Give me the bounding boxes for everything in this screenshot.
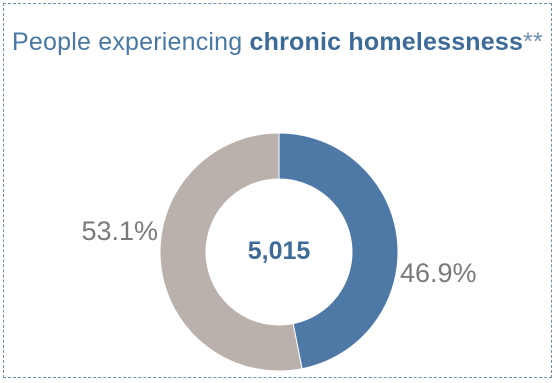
chart-title-prefix: People experiencing	[12, 28, 250, 56]
chart-card: People experiencing chronic homelessness…	[3, 3, 552, 378]
donut-slice-0	[278, 132, 399, 370]
chart-title-footnote-marker: **	[523, 28, 543, 56]
slice-label-0: 46.9%	[400, 258, 477, 288]
donut-center-value: 5,015	[248, 237, 311, 265]
chart-title-bold: chronic homelessness	[249, 28, 524, 56]
donut-slices	[159, 132, 399, 372]
chart-title: People experiencing chronic homelessness…	[4, 22, 551, 62]
slice-label-1: 53.1%	[81, 216, 158, 246]
donut-slice-1	[159, 132, 303, 372]
